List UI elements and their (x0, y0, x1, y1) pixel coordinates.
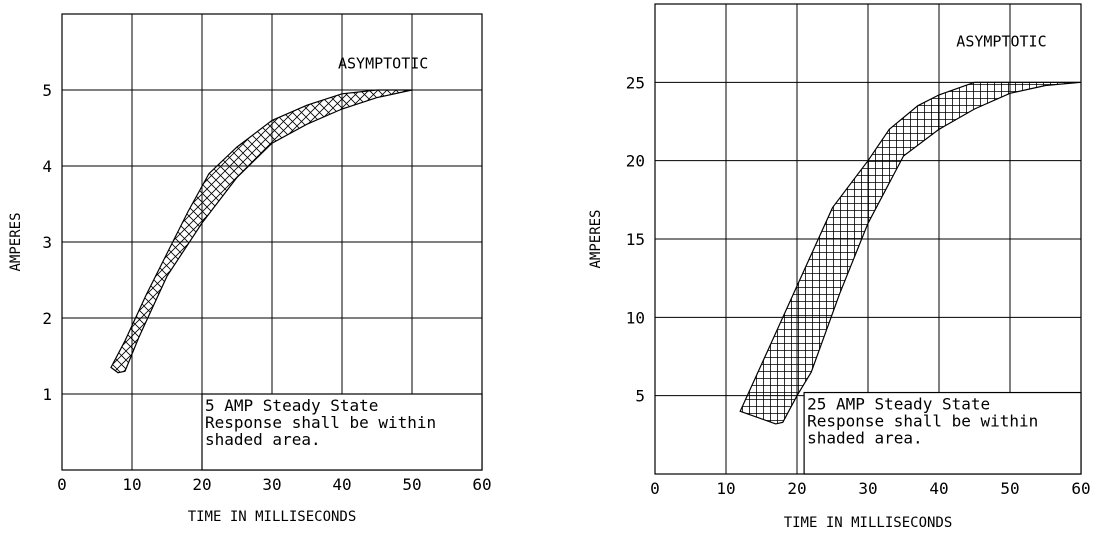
y-axis-label: AMPERES (588, 209, 604, 268)
x-tick-label: 50 (402, 475, 421, 494)
x-tick-label: 60 (472, 475, 491, 494)
asymptotic-annotation: ASYMPTOTIC (338, 54, 428, 72)
x-tick-label: 20 (192, 475, 211, 494)
y-tick-label: 2 (42, 309, 52, 328)
annotation-box (803, 391, 1082, 475)
x-tick-labels: 0 10 20 30 40 50 60 (650, 479, 1090, 498)
y-tick-label: 15 (626, 230, 645, 249)
y-tick-label: 5 (635, 387, 645, 406)
chart-25-amp: 0 10 20 30 40 50 60 5 10 15 20 25 TIME IN MILLISEC… (588, 3, 1091, 531)
y-tick-label: 10 (626, 308, 645, 327)
y-tick-label: 5 (42, 81, 52, 100)
asymptotic-annotation: ASYMPTOTIC (956, 33, 1046, 51)
y-tick-label: 1 (42, 385, 52, 404)
annotation-line-2: Response shall be within (807, 412, 1038, 431)
x-tick-label: 30 (858, 479, 877, 498)
y-tick-label: 4 (42, 157, 52, 176)
x-tick-label: 10 (716, 479, 735, 498)
annotation-line-3: shaded area. (205, 430, 321, 449)
x-tick-labels: 0 10 20 30 40 50 60 (57, 475, 491, 494)
y-tick-labels: 5 10 15 20 25 (626, 73, 645, 405)
x-tick-label: 50 (1000, 479, 1019, 498)
response-band-area (110, 89, 413, 374)
annotation-line-3: shaded area. (807, 429, 923, 448)
annotation-line-2: Response shall be within (205, 413, 436, 432)
x-axis-label: TIME IN MILLISECONDS (188, 509, 357, 525)
x-tick-label: 60 (1071, 479, 1090, 498)
x-tick-label: 0 (57, 475, 67, 494)
y-tick-labels: 1 2 3 4 5 (42, 81, 52, 404)
x-tick-label: 10 (122, 475, 141, 494)
annotation-box (201, 393, 483, 471)
x-tick-label: 40 (929, 479, 948, 498)
x-tick-label: 30 (262, 475, 281, 494)
y-tick-label: 25 (626, 73, 645, 92)
annotation-line-1: 25 AMP Steady State (807, 395, 990, 414)
x-tick-label: 0 (650, 479, 660, 498)
x-tick-label: 40 (332, 475, 351, 494)
response-band-area (739, 81, 1082, 425)
y-axis-label: AMPERES (8, 212, 24, 271)
x-tick-label: 20 (787, 479, 806, 498)
x-axis-label: TIME IN MILLISECONDS (784, 515, 953, 531)
y-tick-label: 20 (626, 152, 645, 171)
y-tick-label: 3 (42, 233, 52, 252)
annotation-line-1: 5 AMP Steady State (205, 396, 378, 415)
chart-5-amp: 0 10 20 30 40 50 60 1 2 3 4 5 TIME IN MILLISECONDS… (8, 13, 492, 525)
